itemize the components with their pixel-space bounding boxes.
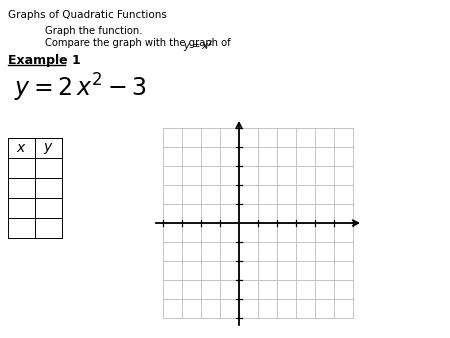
Text: $y$: $y$ (43, 141, 54, 155)
Text: Compare the graph with the graph of: Compare the graph with the graph of (45, 38, 234, 48)
Text: $x$: $x$ (16, 141, 27, 155)
Text: Example 1: Example 1 (8, 54, 81, 67)
Text: $y = 2\,x^2 - 3$: $y = 2\,x^2 - 3$ (14, 72, 147, 104)
Text: Graphs of Quadratic Functions: Graphs of Quadratic Functions (8, 10, 167, 20)
Text: $y = x^2$: $y = x^2$ (183, 38, 214, 54)
Text: Graph the function.: Graph the function. (45, 26, 143, 36)
